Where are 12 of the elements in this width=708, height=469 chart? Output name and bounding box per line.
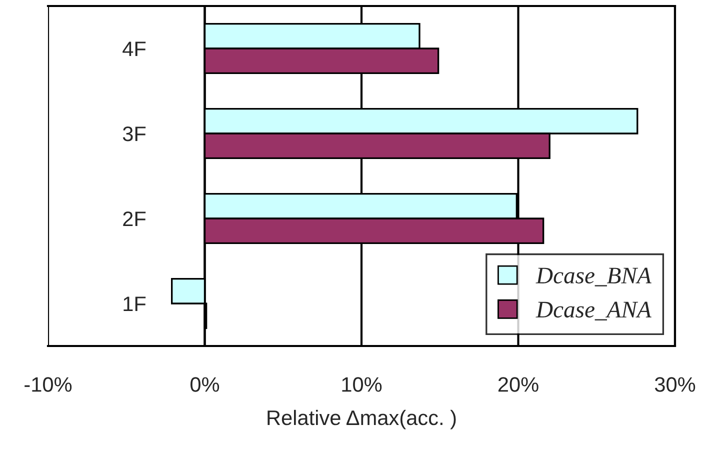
x-axis-title: Relative Δmax(acc. )	[268, 410, 456, 430]
x-tick-label: 30%	[654, 377, 696, 392]
x-tick-label: 0%	[190, 377, 220, 392]
x-tick-label: 20%	[498, 377, 538, 392]
legend-label: Dcase_ANA	[536, 302, 652, 320]
y-tick-label: 3F	[122, 126, 146, 142]
x-tick-label: 10%	[342, 377, 382, 392]
legend-label: Dcase_BNA	[536, 268, 652, 286]
y-tick-label: 4F	[122, 42, 146, 56]
y-tick-label: 2F	[123, 212, 146, 226]
x-tick-label: -10%	[24, 377, 72, 392]
y-tick-label: 1F	[124, 296, 146, 312]
